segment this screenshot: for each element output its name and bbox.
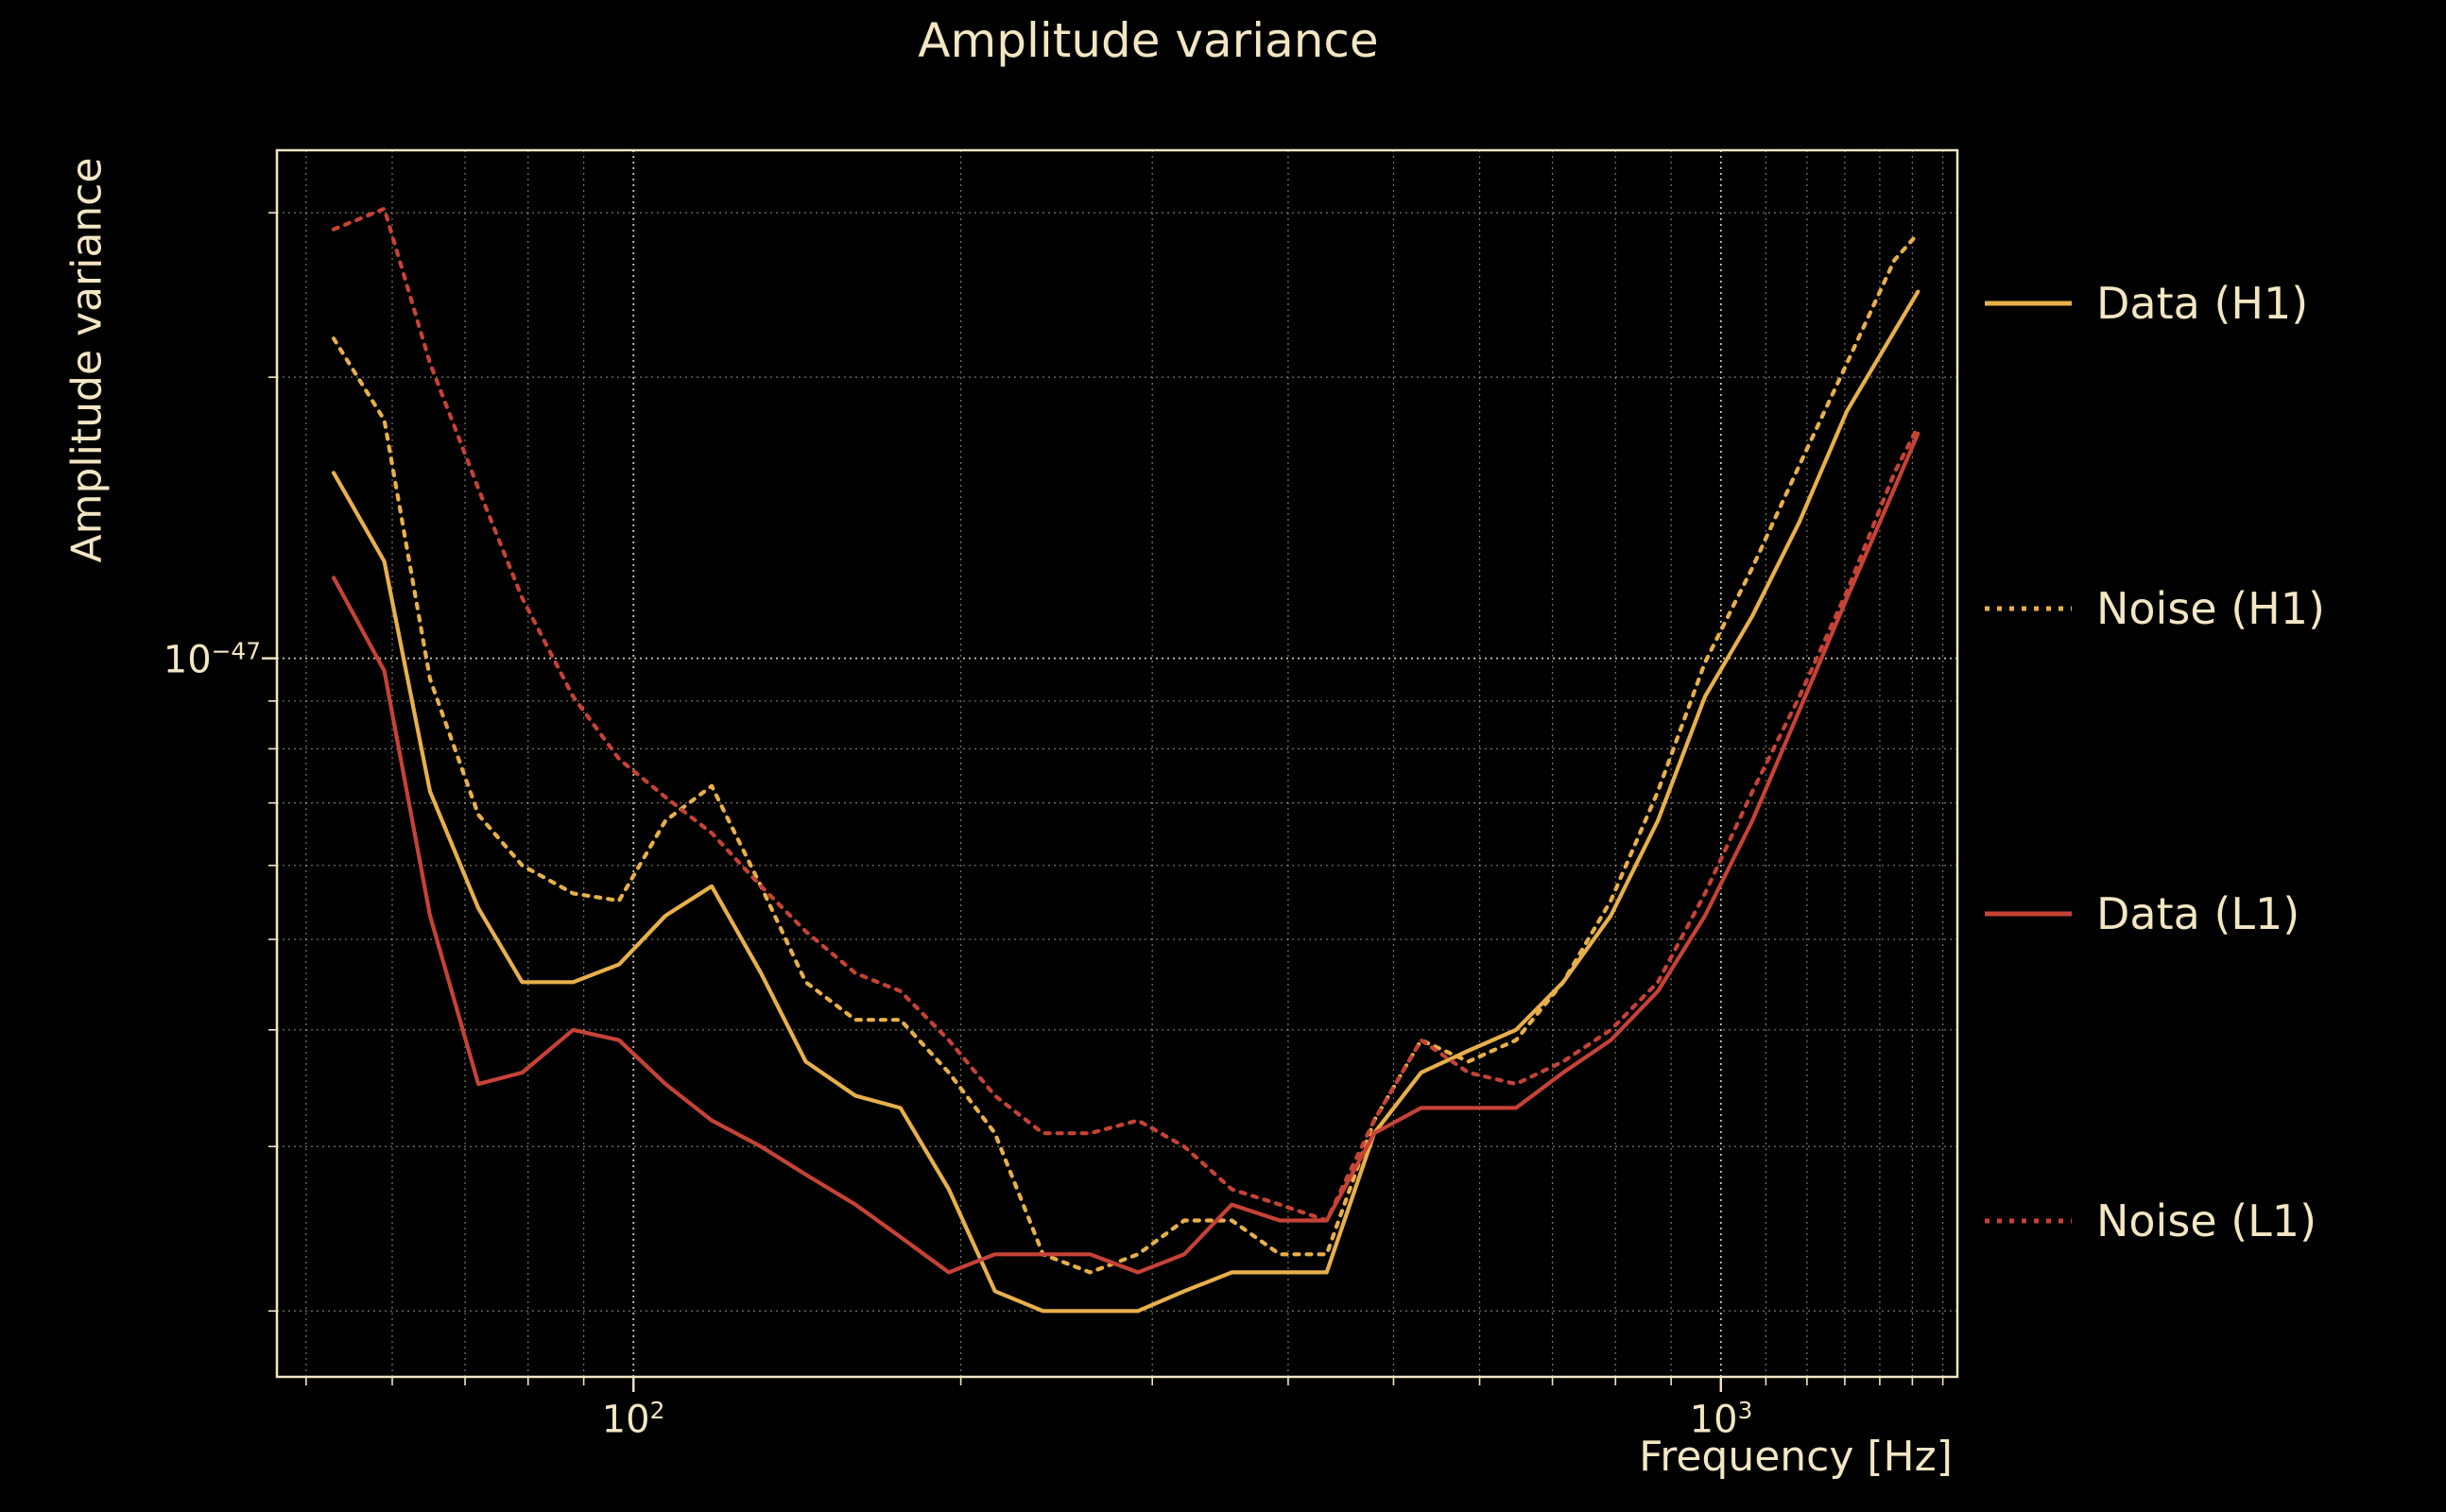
x-axis-label: Frequency [Hz] — [1639, 1433, 1953, 1481]
x-tick-exponent: 2 — [649, 1397, 665, 1424]
y-tick-exponent: −47 — [211, 637, 261, 665]
chart-title: Amplitude variance — [918, 13, 1379, 68]
y-tick-base: 10 — [163, 638, 212, 682]
series-noise-h1- — [331, 232, 1921, 1275]
series-data-l1- — [331, 431, 1921, 1275]
series-noise-l1- — [331, 206, 1921, 1223]
y-axis-label: Amplitude variance — [62, 157, 112, 563]
axes-frame — [275, 148, 1959, 1379]
x-tick-exponent: 3 — [1737, 1397, 1753, 1424]
y-tick-label-1e-47: 10−47 — [164, 637, 261, 681]
x-tick-base: 10 — [601, 1398, 650, 1442]
series-data-h1- — [331, 289, 1921, 1314]
x-tick-base: 10 — [1689, 1398, 1738, 1442]
x-tick-label-100: 102 — [602, 1397, 665, 1441]
gridlines — [262, 150, 1957, 1392]
x-tick-label-1000: 103 — [1690, 1397, 1753, 1441]
